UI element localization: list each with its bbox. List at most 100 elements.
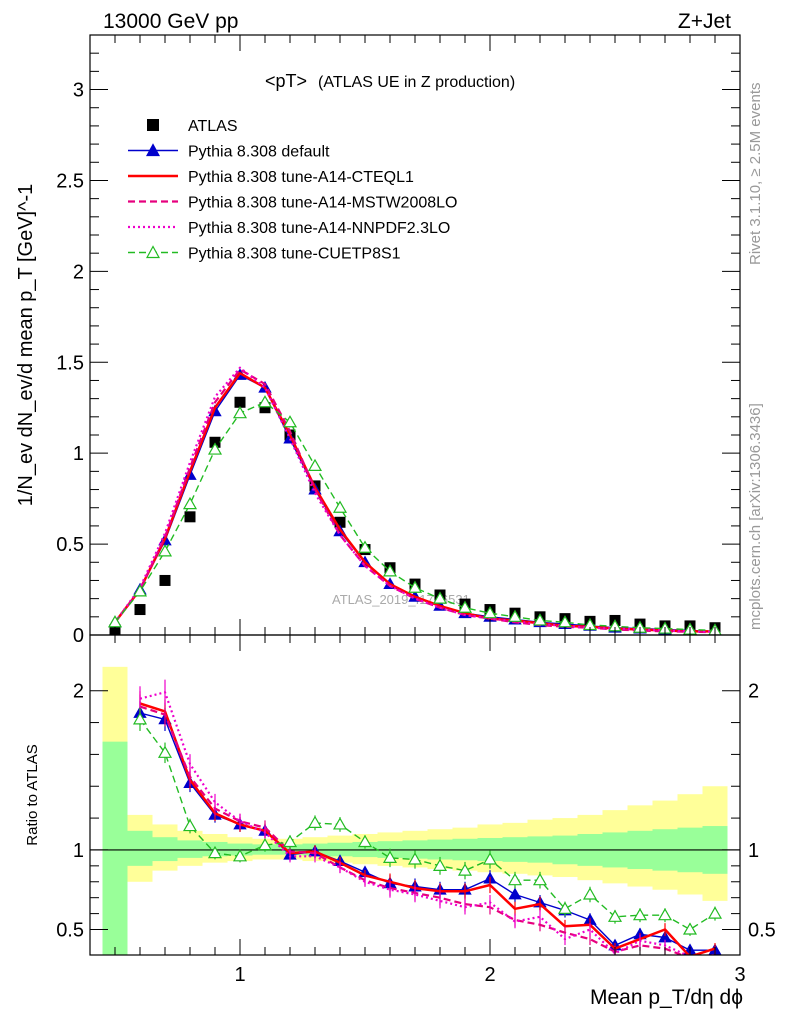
legend-label: Pythia 8.308 tune-A14-NNPDF2.3LO <box>188 220 450 237</box>
series-marker <box>307 458 323 472</box>
series-marker <box>432 591 448 604</box>
series-marker <box>357 540 373 553</box>
series-marker <box>382 850 398 863</box>
legend-label: ATLAS <box>188 118 238 135</box>
y-tick-label: 1.5 <box>56 352 84 374</box>
series-marker <box>407 852 423 865</box>
ratio-panel: 1 2 30.5 0.51 12 2 <box>56 634 776 986</box>
series-marker <box>432 858 448 871</box>
mc-uncertainty-band-inner-bin <box>177 840 203 858</box>
series-marker <box>157 544 173 557</box>
series-marker <box>132 584 148 597</box>
y-tick-label: 3 <box>73 80 84 102</box>
legend-entry: Pythia 8.308 default <box>128 143 330 161</box>
main-layer-plot-area <box>107 366 722 635</box>
mc-uncertainty-band-inner-bin <box>102 741 128 955</box>
series-marker <box>332 817 348 830</box>
series-marker <box>382 564 398 577</box>
series-marker <box>508 887 522 900</box>
series-marker <box>482 605 498 619</box>
plot-title: <pT> (ATLAS UE in Z production) <box>265 71 515 91</box>
watermark: ATLAS_2019_I1736531 <box>332 592 470 607</box>
series-marker <box>182 818 198 832</box>
series-marker <box>482 852 498 865</box>
y-tick-label: 0.5 <box>56 534 84 556</box>
plot-title-main: <pT> <box>265 71 307 91</box>
series-marker <box>707 906 723 919</box>
x-tick-label: 3 <box>734 964 745 986</box>
legend-label: Pythia 8.308 tune-A14-CTEQL1 <box>188 169 414 186</box>
series-marker <box>632 907 648 921</box>
series-marker <box>607 909 623 922</box>
series-marker <box>557 901 573 914</box>
x-axis-label: Mean p_T/dη dϕ <box>590 986 743 1009</box>
y-tick-label-right: 1 <box>748 840 759 862</box>
legend-marker <box>145 143 161 157</box>
series-marker <box>132 712 148 725</box>
side-text-top: Rivet 3.1.10, ≥ 2.5M events <box>747 83 764 266</box>
atlas-data-point <box>259 402 271 414</box>
legend-entry: ATLAS <box>147 118 238 135</box>
series-marker <box>307 815 323 828</box>
legend-label: Pythia 8.308 default <box>188 144 330 161</box>
series-5 <box>132 707 723 936</box>
ratio-layer-frame <box>89 634 741 956</box>
ratio-layer-plot-area <box>90 666 740 955</box>
mc-uncertainty-band-inner-bin <box>127 830 153 866</box>
series-marker <box>282 415 298 428</box>
series-line <box>139 691 715 955</box>
series-marker <box>257 837 273 851</box>
x-tick-label: 2 <box>484 964 495 986</box>
series-marker <box>357 834 373 848</box>
series-marker <box>207 845 223 859</box>
legend-entry: Pythia 8.308 tune-A14-MSTW2008LO <box>128 195 457 212</box>
series-marker <box>657 907 673 921</box>
atlas-data-point <box>159 574 171 586</box>
side-text-bottom: mcplots.cern.ch [arXiv:1306.3436] <box>747 403 764 630</box>
series-marker <box>282 834 298 848</box>
series-marker <box>532 613 548 626</box>
y-tick-label-right: 0.5 <box>748 920 776 942</box>
y-tick-label: 2.5 <box>56 170 84 192</box>
header-left-label: 13000 GeV pp <box>103 10 238 33</box>
legend-label: Pythia 8.308 tune-CUETP8S1 <box>188 246 401 263</box>
series-marker <box>682 922 698 935</box>
series-marker <box>207 442 223 455</box>
y-tick-label-right: 2 <box>748 681 759 703</box>
header-right-label: Z+Jet <box>678 10 731 33</box>
series-marker <box>457 600 473 613</box>
series-marker <box>157 745 173 758</box>
series-marker <box>232 849 248 862</box>
atlas-data-point <box>209 436 221 448</box>
legend-entry: Pythia 8.308 tune-A14-NNPDF2.3LO <box>128 220 450 237</box>
series-marker <box>507 609 523 622</box>
series-line <box>139 702 716 955</box>
atlas-data-point <box>134 604 146 616</box>
legend-entry: Pythia 8.308 tune-A14-CTEQL1 <box>128 169 414 186</box>
y-tick-label: 0 <box>73 625 84 647</box>
series-line <box>139 718 716 931</box>
series-marker <box>232 405 248 419</box>
legend-swatch <box>147 119 159 131</box>
legend: ATLAS Pythia 8.308 default Pythia 8.308 tu… <box>128 118 457 263</box>
series-marker <box>107 615 123 628</box>
y-tick-label: 1 <box>73 443 84 465</box>
series-marker <box>457 863 473 876</box>
legend-label: Pythia 8.308 tune-A14-MSTW2008LO <box>188 195 457 212</box>
y-tick-label: 1 <box>73 840 84 862</box>
main-panel: 0 0.5 1 1.5 2 2.5 3 <box>56 34 741 647</box>
y-axis-label-ratio: Ratio to ATLAS <box>24 744 41 845</box>
atlas-data-point <box>334 516 346 528</box>
series-marker <box>507 872 523 886</box>
plot-title-sub: (ATLAS UE in Z production) <box>318 74 515 91</box>
series-marker <box>407 580 423 593</box>
atlas-data-point <box>184 511 196 523</box>
y-tick-label: 2 <box>73 261 84 283</box>
series-marker <box>532 872 548 886</box>
series-marker <box>582 887 598 900</box>
series-marker <box>257 395 273 408</box>
series-marker <box>557 615 573 628</box>
series-marker <box>332 500 348 513</box>
series-marker <box>182 496 198 510</box>
